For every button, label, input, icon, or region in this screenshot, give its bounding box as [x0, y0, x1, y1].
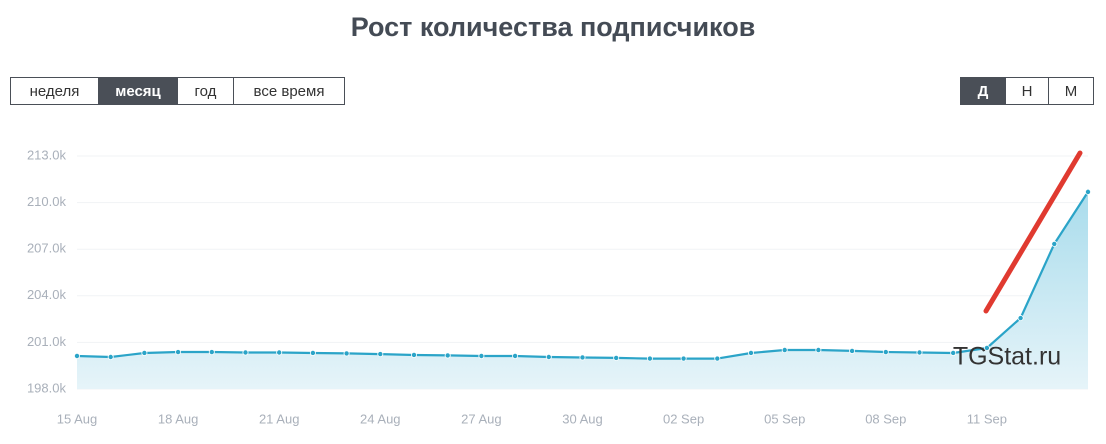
y-tick-label: 210.0k — [27, 194, 67, 209]
point — [545, 354, 552, 361]
x-tick-label: 18 Aug — [158, 411, 199, 426]
point — [748, 349, 755, 356]
button-label: М — [1065, 83, 1078, 100]
point — [1017, 315, 1024, 322]
point — [444, 352, 451, 359]
point — [950, 349, 957, 356]
point — [1085, 188, 1092, 195]
point — [74, 352, 81, 359]
toggle-button[interactable]: год — [177, 77, 234, 105]
y-tick-label: 213.0k — [27, 147, 67, 162]
watermark: TGStat.ru — [953, 343, 1061, 371]
annotation-stroke — [983, 150, 1083, 314]
point — [242, 349, 249, 356]
button-bg — [233, 77, 345, 105]
point — [276, 349, 283, 356]
x-tick-label: 02 Sep — [663, 411, 704, 426]
point — [478, 352, 485, 359]
point — [309, 349, 316, 356]
point — [646, 355, 653, 362]
point — [1051, 240, 1058, 247]
point — [141, 349, 148, 356]
point — [107, 354, 114, 361]
button-label: все время — [254, 83, 325, 100]
toggle-button[interactable]: все время — [233, 77, 345, 105]
x-tick-label: 05 Sep — [764, 411, 805, 426]
toggle-button[interactable]: неделя — [10, 77, 99, 105]
toggle-button[interactable]: Н — [1005, 77, 1049, 105]
point — [377, 351, 384, 358]
button-bg — [10, 77, 99, 105]
x-tick-label: 24 Aug — [360, 411, 401, 426]
point — [613, 354, 620, 361]
toggle-button[interactable]: Д — [960, 77, 1006, 105]
point — [781, 347, 788, 354]
chart-title: Рост количества подписчиков — [351, 12, 756, 42]
y-tick-label: 204.0k — [27, 287, 67, 302]
x-tick-label: 11 Sep — [967, 411, 1007, 426]
point — [579, 354, 586, 361]
button-bg — [98, 77, 178, 105]
point — [882, 349, 889, 356]
button-bg — [1005, 77, 1049, 105]
button-label: Д — [978, 83, 989, 100]
point — [343, 350, 350, 357]
x-tick-label: 30 Aug — [562, 411, 603, 426]
point — [815, 347, 822, 354]
x-tick-label: 08 Sep — [865, 411, 906, 426]
x-tick-label: 21 Aug — [259, 411, 300, 426]
point — [175, 349, 182, 356]
toggle-button[interactable]: месяц — [98, 77, 178, 105]
toggle-button[interactable]: М — [1048, 77, 1094, 105]
button-bg — [177, 77, 234, 105]
y-tick-label: 201.0k — [27, 334, 67, 349]
line — [76, 191, 1089, 360]
button-label: месяц — [115, 83, 161, 100]
point — [410, 351, 417, 358]
point — [983, 344, 990, 351]
area — [77, 191, 1088, 389]
y-tick-label: 207.0k — [27, 241, 67, 256]
point — [208, 349, 215, 356]
point — [916, 349, 923, 356]
button-label: Н — [1022, 83, 1033, 100]
button-label: год — [195, 83, 217, 100]
x-tick-label: 27 Aug — [461, 411, 502, 426]
x-tick-label: 15 Aug — [57, 411, 98, 426]
y-tick-label: 198.0k — [27, 380, 67, 395]
button-bg — [1048, 77, 1094, 105]
point — [849, 347, 856, 354]
point — [512, 352, 519, 359]
point — [714, 355, 721, 362]
button-label: неделя — [30, 83, 80, 100]
point — [680, 355, 687, 362]
button-bg — [960, 77, 1006, 105]
